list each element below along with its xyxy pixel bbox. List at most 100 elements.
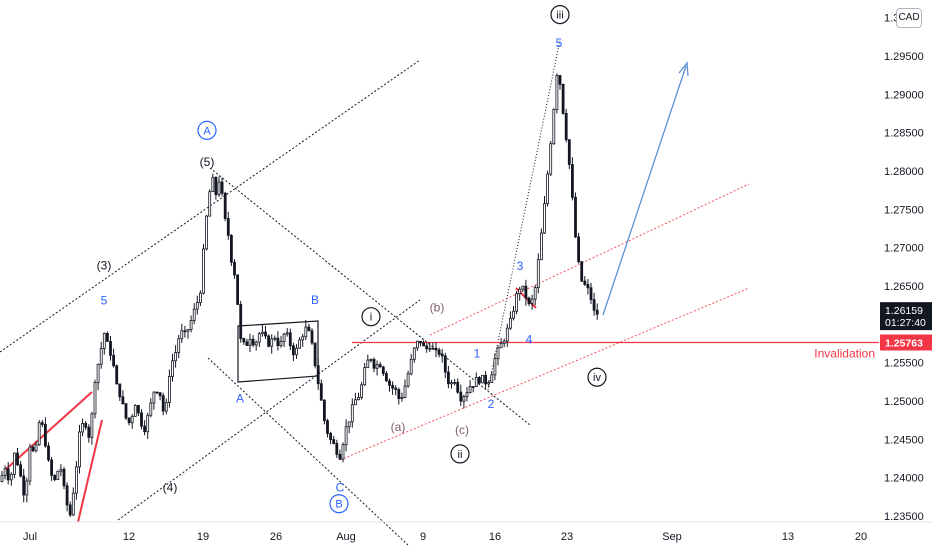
candle-body <box>378 364 382 368</box>
candle-body <box>118 383 122 398</box>
candle <box>353 392 357 406</box>
candle-body <box>130 415 134 424</box>
candle-body <box>493 358 497 376</box>
candle-body <box>552 109 556 145</box>
red-wedge-side <box>77 419 103 523</box>
candle-body <box>291 345 295 356</box>
time-axis[interactable]: Jul 12 19 26 Aug 9 16 23 Sep 13 20 <box>0 521 932 543</box>
candle-body <box>567 139 571 165</box>
candle <box>102 332 106 355</box>
candle <box>329 431 333 445</box>
candle-body <box>434 347 438 351</box>
candle-body <box>143 425 147 433</box>
countdown-timer: 01:27:40 <box>885 317 926 329</box>
candle <box>583 276 587 286</box>
candle <box>388 378 391 392</box>
candle-body <box>233 261 236 276</box>
candle-body <box>505 327 509 342</box>
wave-label: (b) <box>430 300 445 314</box>
candle-body <box>468 386 472 394</box>
candle-body <box>226 218 230 236</box>
candle <box>521 285 525 292</box>
candle <box>425 342 429 353</box>
candle <box>394 385 398 396</box>
price-tick-label: 1.29500 <box>884 51 924 63</box>
candle-body <box>167 376 171 403</box>
candle <box>96 363 100 391</box>
candle <box>257 331 261 347</box>
wave-label: (5) <box>200 155 215 169</box>
price-axis[interactable]: 1.235001.240001.245001.250001.255001.260… <box>880 0 932 523</box>
candle <box>304 319 308 341</box>
candle-body <box>102 333 106 349</box>
candle-body <box>295 347 298 356</box>
projection-arrow <box>602 65 687 316</box>
candle-body <box>6 468 10 481</box>
candle-body <box>84 423 88 428</box>
candle <box>112 348 115 368</box>
time-tick-label: 23 <box>561 531 573 543</box>
time-tick-label: Aug <box>336 531 356 543</box>
candle-body <box>524 285 528 299</box>
candle-body <box>158 392 162 397</box>
candle <box>31 444 35 453</box>
candle <box>239 300 243 343</box>
wave-label: A <box>203 125 211 137</box>
candle-body <box>288 332 292 347</box>
candle-body <box>462 396 466 402</box>
candle-body <box>558 75 562 85</box>
candle-body <box>19 464 23 477</box>
candle-body <box>180 330 184 340</box>
candle-body <box>518 288 522 295</box>
price-tick-label: 1.28000 <box>884 166 924 178</box>
candle <box>592 292 596 316</box>
candle <box>530 294 534 310</box>
candle-body <box>583 280 587 285</box>
candle <box>44 417 47 448</box>
candle-body <box>65 485 69 506</box>
invalidation-label: Invalidation <box>814 347 875 361</box>
candle <box>65 482 69 512</box>
candle-body <box>428 347 432 350</box>
candle <box>397 387 401 405</box>
candle-body <box>106 333 109 342</box>
candle <box>236 274 240 305</box>
time-tick-label: Sep <box>662 531 682 543</box>
candle-body <box>229 234 233 263</box>
candle <box>450 379 453 389</box>
candle-body <box>285 332 289 335</box>
candle-body <box>536 259 540 288</box>
candle-body <box>0 475 4 482</box>
candle-body <box>174 352 178 362</box>
candle-body <box>422 342 426 347</box>
candle-body <box>239 304 243 339</box>
candle <box>543 196 546 234</box>
candle-body <box>257 333 261 343</box>
candle-body <box>322 399 326 422</box>
candle <box>468 380 472 394</box>
candle-body <box>136 405 140 414</box>
candle <box>93 379 97 419</box>
candle <box>381 365 385 377</box>
candle <box>505 323 509 347</box>
candle <box>167 369 171 408</box>
candle <box>47 442 50 462</box>
price-tick-label: 1.25500 <box>884 358 924 370</box>
candle <box>496 345 500 366</box>
candle-body <box>515 293 518 312</box>
candle-body <box>59 468 63 472</box>
candle <box>183 325 187 338</box>
candle <box>338 449 342 460</box>
time-tick-label: 9 <box>420 531 426 543</box>
candle <box>189 315 193 333</box>
candle-body <box>589 287 593 301</box>
price-tick-label: 1.24000 <box>884 473 924 485</box>
candle-body <box>391 384 395 389</box>
candle-body <box>543 203 546 234</box>
wave-label: C <box>336 481 345 495</box>
candle <box>288 328 292 351</box>
candle <box>6 462 10 485</box>
currency-badge[interactable]: CAD <box>896 8 922 28</box>
